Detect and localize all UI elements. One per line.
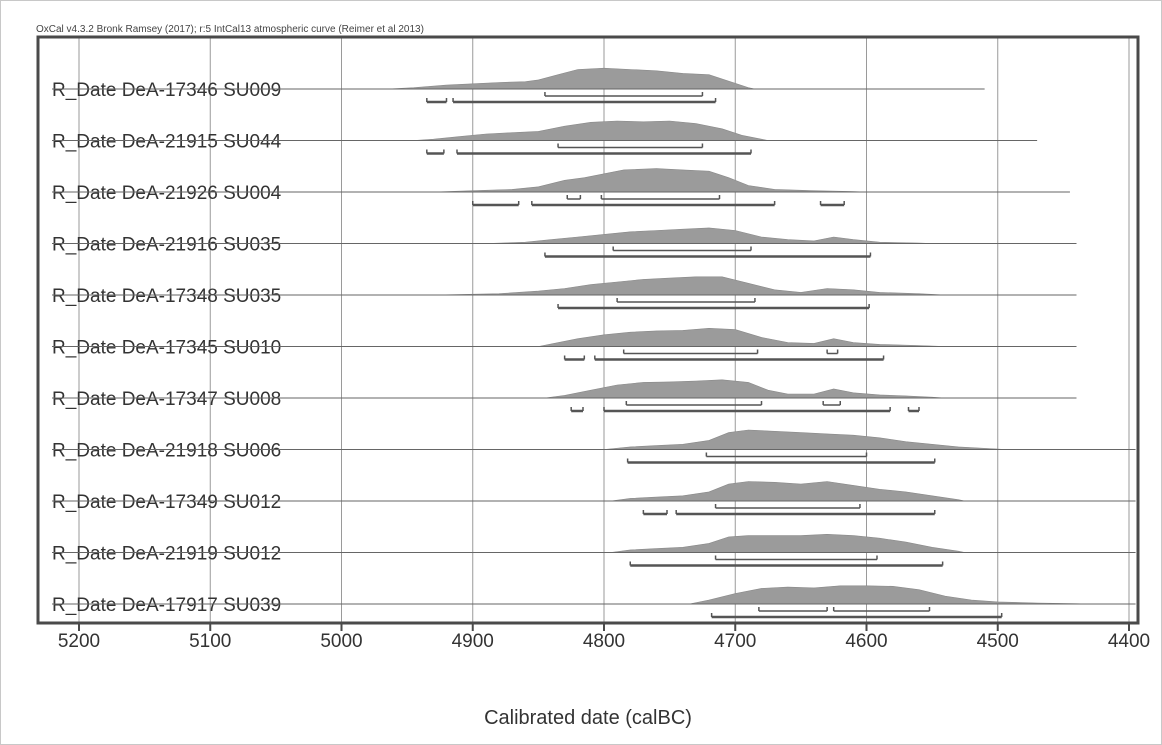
likelihood-area: [610, 481, 965, 502]
grid: [78, 37, 1130, 623]
x-tick-label-4800: 4800: [583, 631, 625, 652]
header-note: OxCal v4.3.2 Bronk Ramsey (2017); r:5 In…: [36, 24, 424, 35]
likelihood-area: [433, 168, 867, 193]
row-8: R_Date DeA-21918 SU006: [52, 429, 1136, 464]
likelihood-area: [485, 227, 933, 244]
row-10: R_Date DeA-21919 SU012: [52, 533, 1136, 567]
row-label: R_Date DeA-17346 SU009: [52, 80, 281, 101]
row-4: R_Date DeA-21916 SU035: [52, 227, 1077, 258]
row-9: R_Date DeA-17349 SU012: [52, 481, 1136, 516]
row-11: R_Date DeA-17917 SU039: [52, 585, 1136, 619]
x-tick-label-4700: 4700: [714, 631, 756, 652]
row-label: R_Date DeA-21918 SU006: [52, 441, 281, 462]
row-5: R_Date DeA-17348 SU035: [52, 276, 1077, 310]
x-tick-label-5200: 5200: [58, 631, 100, 652]
row-label: R_Date DeA-21919 SU012: [52, 544, 281, 565]
likelihood-area: [610, 533, 965, 553]
likelihood-area: [603, 429, 1005, 450]
likelihood-area: [544, 379, 946, 399]
row-label: R_Date DeA-17345 SU010: [52, 338, 281, 359]
x-tick-label-4600: 4600: [845, 631, 887, 652]
rows: R_Date DeA-17346 SU009 R_Date DeA-21915 S…: [52, 67, 1136, 619]
likelihood-area: [413, 120, 769, 141]
row-3: R_Date DeA-21926 SU004: [52, 168, 1070, 207]
likelihood-area: [433, 276, 946, 296]
x-tick-label-4400: 4400: [1108, 631, 1150, 652]
row-1: R_Date DeA-17346 SU009: [52, 67, 985, 104]
likelihood-area: [689, 585, 1090, 605]
row-2: R_Date DeA-21915 SU044: [52, 120, 1038, 155]
x-axis: 5200 5100 5000 4900 4800 4700 4600 4500 4400: [58, 623, 1150, 652]
likelihood-area: [387, 67, 755, 90]
x-tick-label-5100: 5100: [189, 631, 231, 652]
row-label: R_Date DeA-17348 SU035: [52, 286, 281, 307]
row-label: R_Date DeA-21926 SU004: [52, 183, 282, 204]
row-6: R_Date DeA-17345 SU010: [52, 327, 1077, 361]
row-label: R_Date DeA-21915 SU044: [52, 132, 282, 153]
x-tick-label-4900: 4900: [452, 631, 494, 652]
plot-frame: [36, 35, 1140, 625]
row-label: R_Date DeA-17347 SU008: [52, 389, 281, 410]
row-label: R_Date DeA-17917 SU039: [52, 595, 281, 616]
likelihood-area: [538, 327, 946, 347]
x-tick-label-4500: 4500: [977, 631, 1019, 652]
row-label: R_Date DeA-17349 SU012: [52, 492, 281, 513]
x-axis-title: Calibrated date (calBC): [484, 707, 692, 729]
x-tick-label-5000: 5000: [320, 631, 362, 652]
row-7: R_Date DeA-17347 SU008: [52, 379, 1077, 413]
row-label: R_Date DeA-21916 SU035: [52, 235, 281, 256]
